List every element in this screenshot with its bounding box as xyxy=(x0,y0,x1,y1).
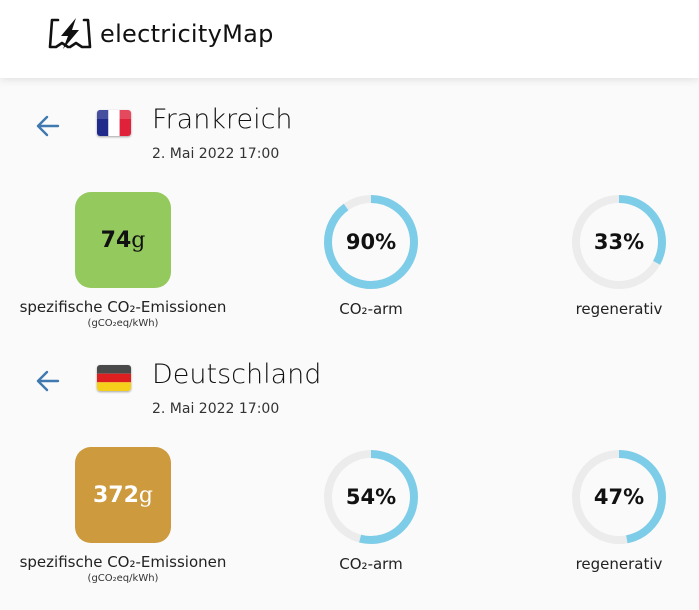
renewable-gauge: 33% xyxy=(569,192,669,292)
low-carbon-section: 90% CO₂-arm xyxy=(305,192,437,318)
carbon-intensity-box: 372 g xyxy=(75,447,171,543)
carbon-intensity-unit-label: (gCO₂eq/kWh) xyxy=(87,573,159,584)
carbon-intensity-label: spezifische CO₂-Emissionen xyxy=(19,553,227,571)
zone-panel-germany: Deutschland 2. Mai 2022 17:00 372 g spezi… xyxy=(0,355,699,610)
renewable-label: regenerativ xyxy=(575,555,663,573)
app-header: electricityMap xyxy=(0,0,699,78)
arrow-left-icon xyxy=(36,115,60,137)
zone-name: Deutschland xyxy=(152,359,322,390)
carbon-intensity-unit: g xyxy=(138,482,154,508)
zone-panel-france: Frankreich 2. Mai 2022 17:00 74 g spezifi… xyxy=(0,100,699,355)
flag-france-icon xyxy=(97,110,131,136)
renewable-section: 47% regenerativ xyxy=(553,447,685,573)
logo[interactable]: electricityMap xyxy=(48,16,274,52)
low-carbon-gauge: 90% xyxy=(321,192,421,292)
renewable-percent: 47% xyxy=(593,485,645,509)
arrow-left-icon xyxy=(36,370,60,392)
carbon-intensity-section: 372 g spezifische CO₂-Emissionen (gCO₂eq/… xyxy=(0,447,246,584)
carbon-intensity-box: 74 g xyxy=(75,192,171,288)
carbon-intensity-value: 74 xyxy=(100,227,132,253)
low-carbon-label: CO₂-arm xyxy=(339,555,403,573)
renewable-gauge: 47% xyxy=(569,447,669,547)
flag-germany-icon xyxy=(97,365,131,391)
low-carbon-section: 54% CO₂-arm xyxy=(305,447,437,573)
renewable-section: 33% regenerativ xyxy=(553,192,685,318)
low-carbon-label: CO₂-arm xyxy=(339,300,403,318)
renewable-label: regenerativ xyxy=(575,300,663,318)
renewable-percent: 33% xyxy=(593,230,645,254)
back-button[interactable] xyxy=(34,112,62,140)
carbon-intensity-unit: g xyxy=(131,227,146,253)
carbon-intensity-label: spezifische CO₂-Emissionen xyxy=(19,298,227,316)
low-carbon-percent: 90% xyxy=(345,230,397,254)
low-carbon-gauge: 54% xyxy=(321,447,421,547)
map-lightning-icon xyxy=(48,18,92,49)
back-button[interactable] xyxy=(34,367,62,395)
carbon-intensity-section: 74 g spezifische CO₂-Emissionen (gCO₂eq/k… xyxy=(0,192,246,329)
app-name: electricityMap xyxy=(100,20,274,48)
zone-datetime: 2. Mai 2022 17:00 xyxy=(152,146,280,162)
carbon-intensity-value: 372 xyxy=(92,482,139,508)
zone-name: Frankreich xyxy=(152,104,293,135)
zone-datetime: 2. Mai 2022 17:00 xyxy=(152,401,280,417)
low-carbon-percent: 54% xyxy=(345,485,397,509)
carbon-intensity-unit-label: (gCO₂eq/kWh) xyxy=(87,318,159,329)
